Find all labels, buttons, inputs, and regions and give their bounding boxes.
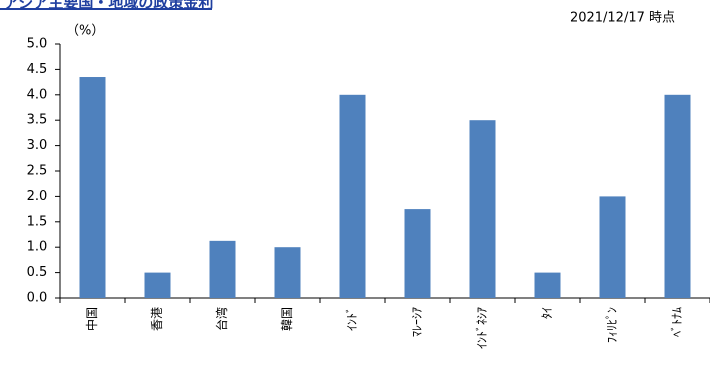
y-tick-label: 0.0 [27, 291, 48, 306]
x-category-label: ｲﾝﾄﾞ [345, 307, 359, 331]
x-category-label: 中国 [84, 307, 99, 331]
y-tick-label: 3.0 [27, 138, 48, 153]
x-category-label: 台湾 [214, 307, 229, 331]
y-tick-label: 5.0 [27, 37, 48, 52]
bar [79, 77, 106, 299]
y-tick-label: 0.5 [27, 265, 48, 280]
plot-area: 0.0 0.5 1.0 1.5 2.0 2.5 3.0 3.5 4.0 4.5 5.0 中国 香港 台湾 韓… [27, 37, 710, 349]
x-category-label: 韓国 [280, 307, 294, 331]
x-category-label: ﾌｨﾘﾋﾟﾝ [605, 307, 619, 343]
y-tick-label: 4.5 [27, 62, 48, 77]
x-category-label: ﾀｲ [540, 307, 554, 319]
bar [534, 272, 561, 298]
y-tick-label: 2.5 [27, 164, 48, 179]
bar [469, 120, 496, 298]
bar [599, 196, 626, 298]
bar [274, 247, 301, 298]
bar [664, 94, 691, 298]
bar [339, 94, 366, 298]
bar [404, 209, 431, 298]
y-tick-label: 4.0 [27, 87, 48, 102]
x-category-label: ﾍﾞﾄﾅﾑ [670, 307, 684, 337]
y-tick-label: 1.0 [27, 240, 48, 255]
x-category-label: ｲﾝﾄﾞﾈｼｱ [475, 307, 489, 349]
y-tick-label: 3.5 [27, 113, 48, 128]
bar [144, 272, 171, 298]
y-axis-unit-label: （%） [66, 24, 104, 39]
chart-title-partial: アジア主要国・地域の政策金利 [4, 0, 213, 12]
bar [209, 240, 236, 298]
as-of-date-label: 2021/12/17 時点 [570, 11, 675, 26]
x-category-label: ﾏﾚｰｼｱ [410, 307, 424, 337]
x-category-label: 香港 [150, 307, 164, 331]
y-tick-label: 1.5 [27, 214, 48, 229]
y-tick-label: 2.0 [27, 189, 48, 204]
